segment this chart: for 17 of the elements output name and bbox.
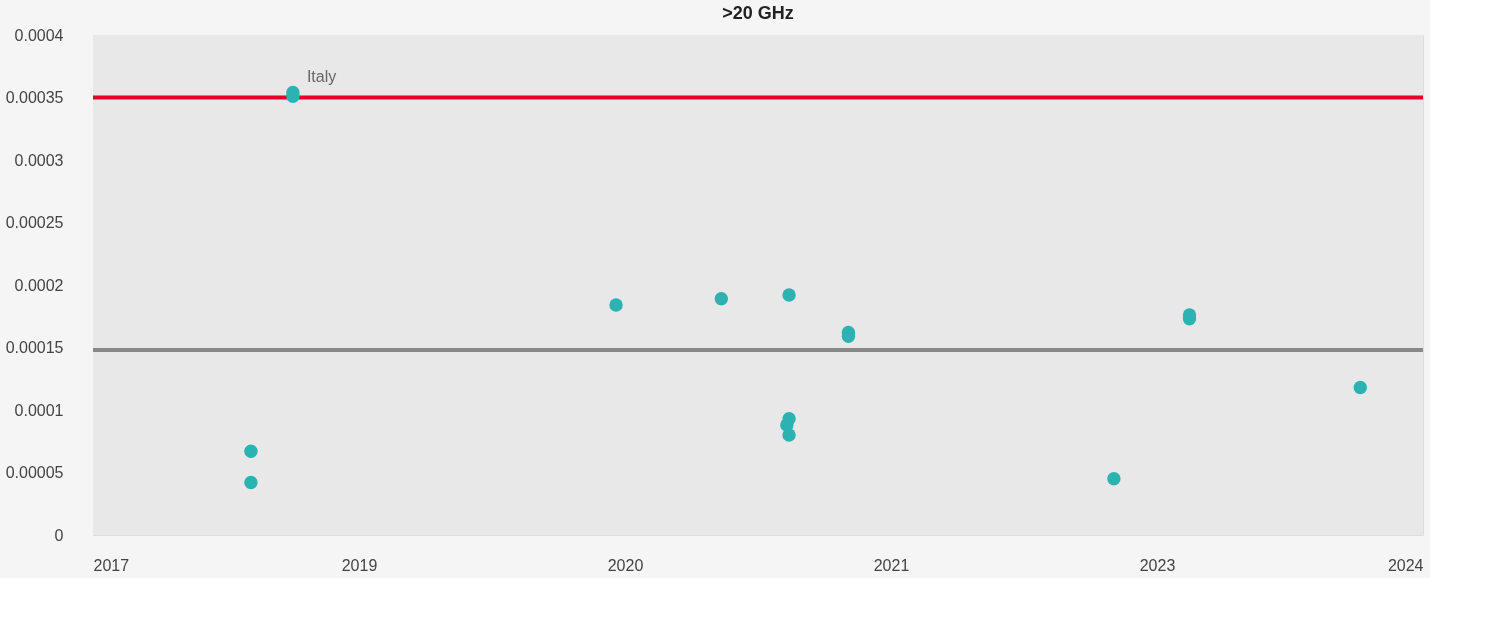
y-tick-label: 0.0001: [14, 401, 64, 419]
y-tick-label: 0.00025: [5, 214, 64, 231]
x-tick-label: 2017: [93, 556, 130, 574]
x-tick-label: 2020: [607, 556, 644, 574]
y-tick-label: 0.00015: [5, 339, 64, 356]
y-tick-label: 0: [54, 526, 64, 544]
x-tick-label: 2024: [1387, 556, 1424, 574]
y-tick-label: 0.0004: [14, 26, 64, 44]
annotation: Italy: [306, 67, 337, 85]
y-tick-label: 0.00035: [5, 89, 64, 106]
chart-title: >20 GHz: [722, 3, 794, 23]
y-tick-label: 0.00005: [5, 464, 64, 481]
x-tick-label: 2021: [873, 556, 910, 574]
y-tick-label: 0.0002: [14, 276, 64, 294]
x-tick-label: 2019: [341, 556, 378, 574]
x-tick-label: 2023: [1139, 556, 1176, 574]
y-tick-label: 0.0003: [14, 151, 64, 169]
